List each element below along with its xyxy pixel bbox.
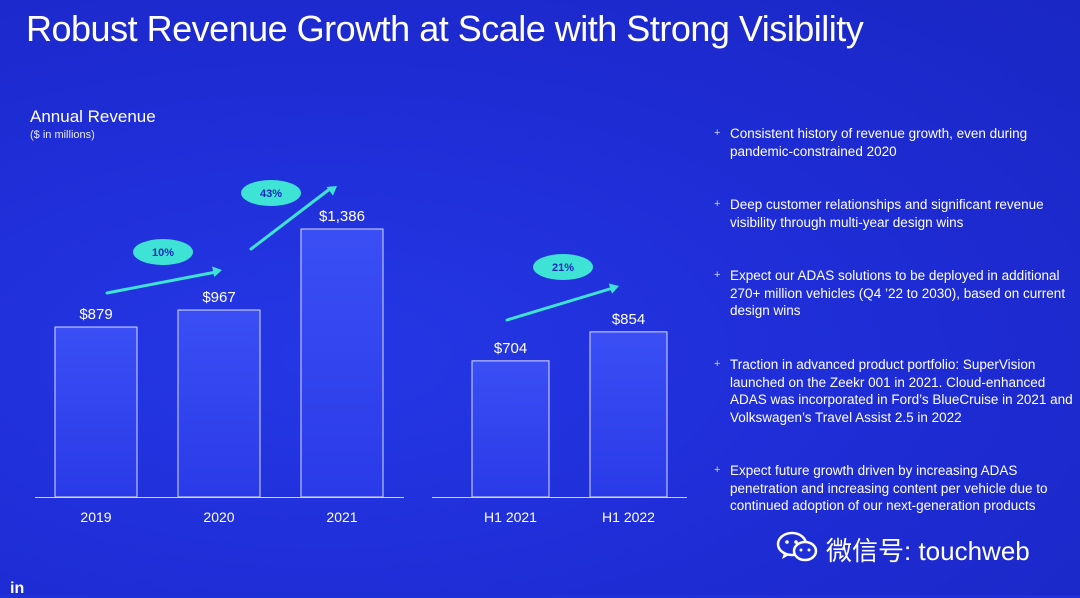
bar xyxy=(177,309,261,498)
bar-value-label: $854 xyxy=(612,311,645,328)
bullet-text: Deep customer relationships and signific… xyxy=(730,197,1044,230)
bar-value-label: $967 xyxy=(202,289,235,306)
revenue-chart: $879 2019 $967 2020 $1,386 2021 10% 43% $704 H1 2… xyxy=(35,180,687,525)
bar-value-label: $879 xyxy=(79,306,112,323)
plus-icon: + xyxy=(714,127,721,139)
bar xyxy=(300,228,384,498)
growth-pill xyxy=(533,254,593,280)
x-tick-label: H1 2021 xyxy=(484,509,537,525)
x-tick-label: H1 2022 xyxy=(602,509,655,525)
growth-pill xyxy=(133,239,193,265)
watermark-label: 微信号: touchweb xyxy=(826,536,1030,566)
wechat-watermark: 微信号: touchweb xyxy=(776,530,1030,566)
x-tick-label: 2020 xyxy=(203,509,234,525)
plus-icon: + xyxy=(714,358,721,370)
bullet-text: Traction in advanced product portfolio: … xyxy=(730,357,1073,425)
bullet-text: Consistent history of revenue growth, ev… xyxy=(730,126,1028,159)
x-tick-label: 2021 xyxy=(326,509,357,525)
chart-title: Annual Revenue xyxy=(30,107,156,126)
growth-pill-label: 10% xyxy=(152,247,174,259)
bullet-text: Expect future growth driven by increasin… xyxy=(730,463,1048,513)
growth-arrow xyxy=(505,286,615,322)
bullet-text: Expect our ADAS solutions to be deployed… xyxy=(730,268,1066,318)
growth-pill-label: 21% xyxy=(552,262,574,274)
plus-icon: + xyxy=(714,269,721,281)
growth-arrowhead xyxy=(326,186,337,196)
growth-arrow xyxy=(105,270,218,295)
growth-arrow xyxy=(249,186,333,251)
plus-icon: + xyxy=(714,464,721,476)
growth-arrowhead xyxy=(608,283,619,294)
bar-value-label: $704 xyxy=(494,340,527,357)
page-title: Robust Revenue Growth at Scale with Stro… xyxy=(26,8,864,49)
wechat-icon xyxy=(776,531,818,562)
bar xyxy=(471,360,550,498)
x-tick-label: 2019 xyxy=(80,509,111,525)
growth-pill-label: 43% xyxy=(260,188,282,200)
plus-icon: + xyxy=(714,198,721,210)
bar xyxy=(589,331,668,498)
bar-value-label: $1,386 xyxy=(319,208,365,225)
growth-pill xyxy=(241,180,301,206)
chart-units: ($ in millions) xyxy=(30,129,95,141)
bar xyxy=(54,326,138,498)
company-logo: in xyxy=(10,580,25,597)
growth-arrowhead xyxy=(212,266,222,278)
